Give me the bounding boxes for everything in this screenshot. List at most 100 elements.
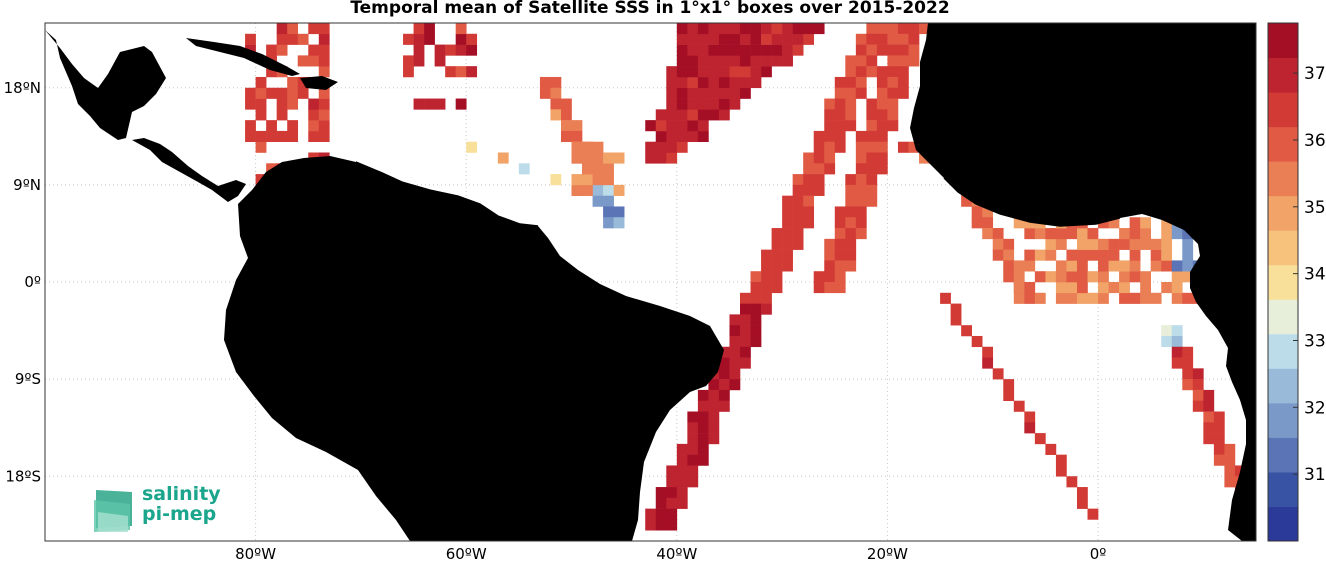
sss-cell	[876, 23, 888, 24]
sss-cell	[718, 55, 730, 67]
sss-cell	[834, 141, 846, 153]
sss-cell	[1213, 422, 1225, 434]
sss-cell	[729, 379, 741, 391]
sss-cell	[1213, 433, 1225, 445]
sss-cell	[1045, 238, 1057, 250]
sss-cell	[666, 87, 678, 99]
sss-cell	[813, 163, 825, 175]
sss-cell	[666, 130, 678, 143]
sss-cell	[676, 443, 688, 455]
sss-cell	[824, 152, 836, 164]
sss-cell	[961, 195, 972, 207]
sss-cell	[318, 23, 330, 35]
sss-cell	[455, 33, 467, 45]
sss-cell	[676, 476, 688, 488]
sss-cell	[1182, 346, 1194, 358]
sss-cell	[718, 109, 730, 121]
sss-cell	[1108, 217, 1120, 229]
sss-cell	[592, 174, 604, 186]
sss-cell	[887, 76, 899, 89]
sss-cell	[697, 411, 709, 423]
sss-cell	[1182, 357, 1194, 369]
sss-cell	[1140, 217, 1151, 229]
sss-cell	[908, 23, 920, 35]
sss-cell	[697, 443, 709, 455]
sss-cell	[834, 260, 846, 272]
sss-cell	[740, 314, 751, 326]
sss-cell	[1034, 249, 1046, 261]
sss-cell	[845, 217, 857, 229]
sss-cell	[1129, 260, 1141, 272]
sss-cell	[1098, 292, 1109, 304]
sss-cell	[613, 206, 625, 218]
sss-cell	[255, 141, 267, 153]
sss-cell	[571, 152, 583, 164]
logo-text: salinity pi-mep	[142, 484, 221, 524]
sss-cell	[992, 368, 1004, 380]
sss-cell	[1055, 228, 1067, 240]
sss-cell	[897, 23, 909, 35]
sss-cell	[1182, 292, 1194, 304]
sss-cell	[750, 325, 762, 337]
sss-cell	[1013, 260, 1025, 272]
sss-cell	[645, 120, 657, 132]
sss-cell	[1256, 519, 1267, 530]
sss-cell	[1119, 292, 1130, 304]
sss-cell	[845, 228, 857, 240]
sss-cell	[1034, 292, 1046, 304]
sss-cell	[582, 174, 593, 186]
sss-cell	[1119, 260, 1130, 272]
sss-cell	[971, 217, 983, 229]
sss-cell	[1076, 249, 1088, 261]
sss-cell	[697, 389, 709, 402]
sss-cell	[792, 195, 804, 207]
sss-cell	[1055, 238, 1067, 250]
sss-cell	[266, 87, 277, 99]
sss-cell	[1066, 292, 1078, 304]
sss-cell	[1066, 249, 1078, 261]
sss-cell	[750, 66, 762, 78]
sss-cell	[571, 130, 583, 143]
sss-cell	[897, 76, 909, 89]
sss-cell	[887, 120, 899, 132]
sss-cell	[813, 23, 825, 35]
sss-cell	[876, 141, 888, 153]
sss-cell	[771, 23, 783, 35]
sss-cell	[676, 76, 688, 89]
sss-cell	[792, 206, 804, 218]
sss-cell	[708, 411, 720, 423]
sss-cell	[1129, 271, 1141, 283]
sss-cell	[697, 44, 709, 56]
sss-cell	[992, 249, 1004, 261]
sss-cell	[876, 66, 888, 78]
sss-cell	[1203, 400, 1215, 412]
sss-cell	[887, 109, 899, 121]
sss-cell	[824, 238, 836, 250]
sss-cell	[792, 228, 804, 240]
sss-cell	[897, 141, 909, 153]
sss-cell	[718, 379, 730, 391]
sss-cell	[582, 152, 593, 164]
sss-cell	[550, 109, 562, 121]
sss-cell	[403, 66, 414, 78]
sss-cell	[1161, 249, 1173, 261]
sss-cell	[908, 55, 920, 67]
sss-cell	[1171, 292, 1183, 304]
sss-cell	[845, 87, 857, 99]
sss-cell	[824, 249, 836, 261]
sss-cell	[834, 87, 846, 99]
sss-cell	[845, 206, 857, 218]
sss-cell	[761, 55, 772, 67]
sss-cell	[245, 120, 256, 132]
sss-cell	[824, 260, 836, 272]
sss-cell	[729, 368, 741, 380]
sss-cell	[1182, 260, 1194, 272]
sss-cell	[803, 152, 815, 164]
sss-cell	[845, 66, 857, 78]
sss-cell	[318, 120, 330, 132]
sss-cell	[834, 282, 846, 294]
sss-cell	[824, 163, 836, 175]
sss-cell	[813, 152, 825, 164]
sss-cell	[550, 76, 562, 89]
sss-cell	[761, 249, 772, 261]
